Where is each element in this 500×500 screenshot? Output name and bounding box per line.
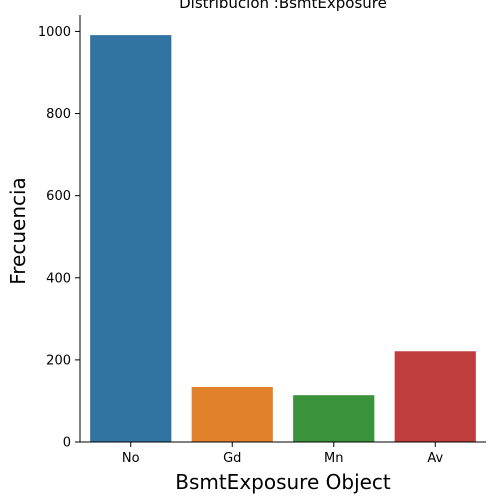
y-tick-label: 1000 [38,25,71,40]
y-axis: 0 200 400 600 800 1000 [38,15,81,451]
x-tick-label: Gd [223,451,241,466]
bar-no [90,35,172,443]
y-tick-label: 0 [63,436,71,451]
y-tick-label: 400 [46,271,71,286]
bar-av [394,351,476,442]
bar-gd [191,386,273,442]
x-tick-label: No [122,451,140,466]
x-tick-label: Av [427,451,443,466]
y-tick-label: 600 [46,189,71,204]
y-tick-label: 800 [46,107,71,122]
x-axis-title: BsmtExposure Object [175,470,391,494]
y-axis-title: Frecuencia [6,177,30,285]
x-axis: No Gd Mn Av [80,441,486,466]
bars-group [90,35,476,443]
y-tick-label: 200 [46,353,71,368]
x-tick-label: Mn [324,451,343,466]
chart-title: Distribución :BsmtExposure [179,0,387,12]
bar-mn [293,395,375,442]
